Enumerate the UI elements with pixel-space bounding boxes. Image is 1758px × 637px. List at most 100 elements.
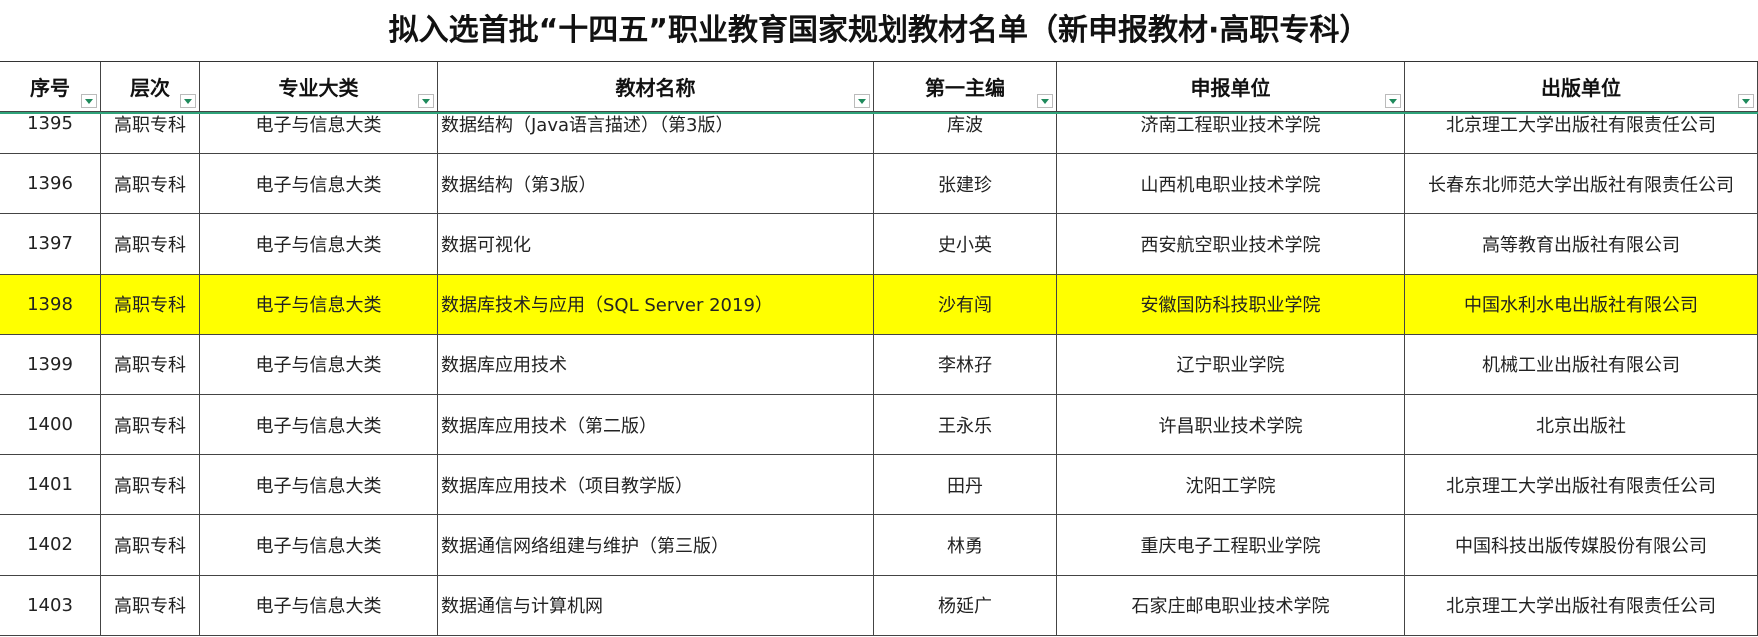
table-cell: 机械工业出版社有限公司 [1405,334,1758,395]
cell-text: 1399 [27,353,73,375]
table-cell: 数据结构（Java语言描述）（第3版） [438,114,874,155]
cell-text: 高职专科 [114,355,186,377]
header-cell: 序号 [0,62,101,112]
cell-text: 数据通信网络组建与维护（第三版） [441,535,729,557]
filter-button[interactable] [1738,94,1754,108]
table-cell: 1401 [0,455,101,516]
table-cell: 库波 [874,114,1057,155]
filter-button[interactable] [418,94,434,108]
cell-text: 1400 [27,414,73,436]
header-cell: 专业大类 [200,62,438,112]
table-cell: 数据通信与计算机网 [438,575,874,636]
table-cell: 王永乐 [874,395,1057,456]
cell-text: 数据库应用技术（第二版） [441,415,657,437]
cell-text: 北京理工大学出版社有限责任公司 [1446,475,1716,497]
cell-text: 电子与信息大类 [255,295,382,317]
table-cell: 电子与信息大类 [200,395,438,456]
table-cell: 数据库应用技术 [438,334,874,395]
cell-text: 1401 [27,474,73,496]
table-cell: 电子与信息大类 [200,455,438,516]
table-cell: 高职专科 [101,154,200,215]
cell-text: 1402 [27,534,73,556]
cell-text: 高职专科 [114,174,186,196]
table-cell: 电子与信息大类 [200,334,438,395]
header-cell: 申报单位 [1057,62,1405,112]
cell-text: 高等教育出版社有限公司 [1482,234,1680,256]
cell-text: 电子与信息大类 [255,114,382,136]
cell-text: 数据结构（Java语言描述）（第3版） [441,114,734,136]
table-cell: 1402 [0,515,101,576]
cell-text: 电子与信息大类 [255,355,382,377]
cell-text: 王永乐 [938,415,992,437]
cell-text: 高职专科 [114,234,186,256]
cell-text: 1398 [27,293,73,315]
table-cell: 北京理工大学出版社有限责任公司 [1405,114,1758,155]
table-cell: 中国水利水电出版社有限公司 [1405,274,1758,335]
title: 拟入选首批“十四五”职业教育国家规划教材名单（新申报教材·高职专科） [0,0,1758,62]
cell-text: 高职专科 [114,475,186,497]
cell-text: 数据库应用技术 [441,355,567,377]
cell-text: 高职专科 [114,535,186,557]
filter-button[interactable] [1037,94,1053,108]
table-cell: 数据库应用技术（项目教学版） [438,455,874,516]
cell-text: 李林孖 [938,355,992,377]
cell-text: 序号 [30,76,70,100]
cell-text: 1395 [27,113,73,135]
cell-text: 电子与信息大类 [255,596,382,618]
cell-text: 电子与信息大类 [255,234,382,256]
cell-text: 许昌职业技术学院 [1158,415,1303,437]
cell-text: 第一主编 [925,76,1005,100]
table-cell: 石家庄邮电职业技术学院 [1057,575,1405,636]
table-cell: 数据库应用技术（第二版） [438,395,874,456]
filter-button[interactable] [854,94,870,108]
header-cell: 层次 [101,62,200,112]
table-cell: 重庆电子工程职业学院 [1057,515,1405,576]
table-cell: 数据通信网络组建与维护（第三版） [438,515,874,576]
cell-text: 中国水利水电出版社有限公司 [1464,295,1698,317]
cell-text: 1396 [27,173,73,195]
table-cell: 沈阳工学院 [1057,455,1405,516]
table-cell: 数据库技术与应用（SQL Server 2019） [438,274,874,335]
table-cell: 1396 [0,154,101,215]
cell-text: 库波 [947,114,983,136]
filter-button[interactable] [81,94,97,108]
table-body: 1395 高职专科 电子与信息大类 数据结构（Java语言描述）（第3版） 库波 济南工程… [0,112,1758,637]
table-cell: 高职专科 [101,334,200,395]
table-cell: 高职专科 [101,455,200,516]
cell-text: 数据可视化 [441,234,531,256]
cell-text: 史小英 [938,234,992,256]
table-cell: 许昌职业技术学院 [1057,395,1405,456]
table-cell: 北京理工大学出版社有限责任公司 [1405,575,1758,636]
cell-text: 高职专科 [114,596,186,618]
table-cell: 电子与信息大类 [200,274,438,335]
header-cell: 出版单位 [1405,62,1758,112]
table-cell: 电子与信息大类 [200,214,438,275]
table-cell: 辽宁职业学院 [1057,334,1405,395]
cell-text: 教材名称 [615,76,696,100]
filter-button[interactable] [180,94,196,108]
table-cell: 1395 [0,113,101,155]
cell-text: 沈阳工学院 [1185,475,1276,497]
cell-text: 申报单位 [1190,76,1271,100]
cell-text: 数据通信与计算机网 [441,596,603,618]
filter-button[interactable] [1385,94,1401,108]
table-cell: 田丹 [874,455,1057,516]
cell-text: 北京理工大学出版社有限责任公司 [1446,596,1716,618]
cell-text: 石家庄邮电职业技术学院 [1131,596,1330,618]
table-cell: 1403 [0,575,101,636]
table-cell: 1400 [0,395,101,456]
table-cell: 林勇 [874,515,1057,576]
table-cell: 李林孖 [874,334,1057,395]
table-cell: 张建珍 [874,154,1057,215]
cell-text: 高职专科 [114,114,186,136]
header-row: 序号 层次 专业大类 教材名称 第一主编 申报单位 出版单位 [0,62,1758,112]
cell-text: 安徽国防科技职业学院 [1140,295,1321,317]
table-cell: 高职专科 [101,214,200,275]
cell-text: 长春东北师范大学出版社有限责任公司 [1428,174,1734,196]
cell-text: 层次 [130,76,170,100]
cell-text: 电子与信息大类 [255,535,382,557]
table-cell: 沙有闯 [874,274,1057,335]
table-cell: 1398 [0,274,101,335]
table-cell: 电子与信息大类 [200,575,438,636]
header-cell: 教材名称 [438,62,874,112]
